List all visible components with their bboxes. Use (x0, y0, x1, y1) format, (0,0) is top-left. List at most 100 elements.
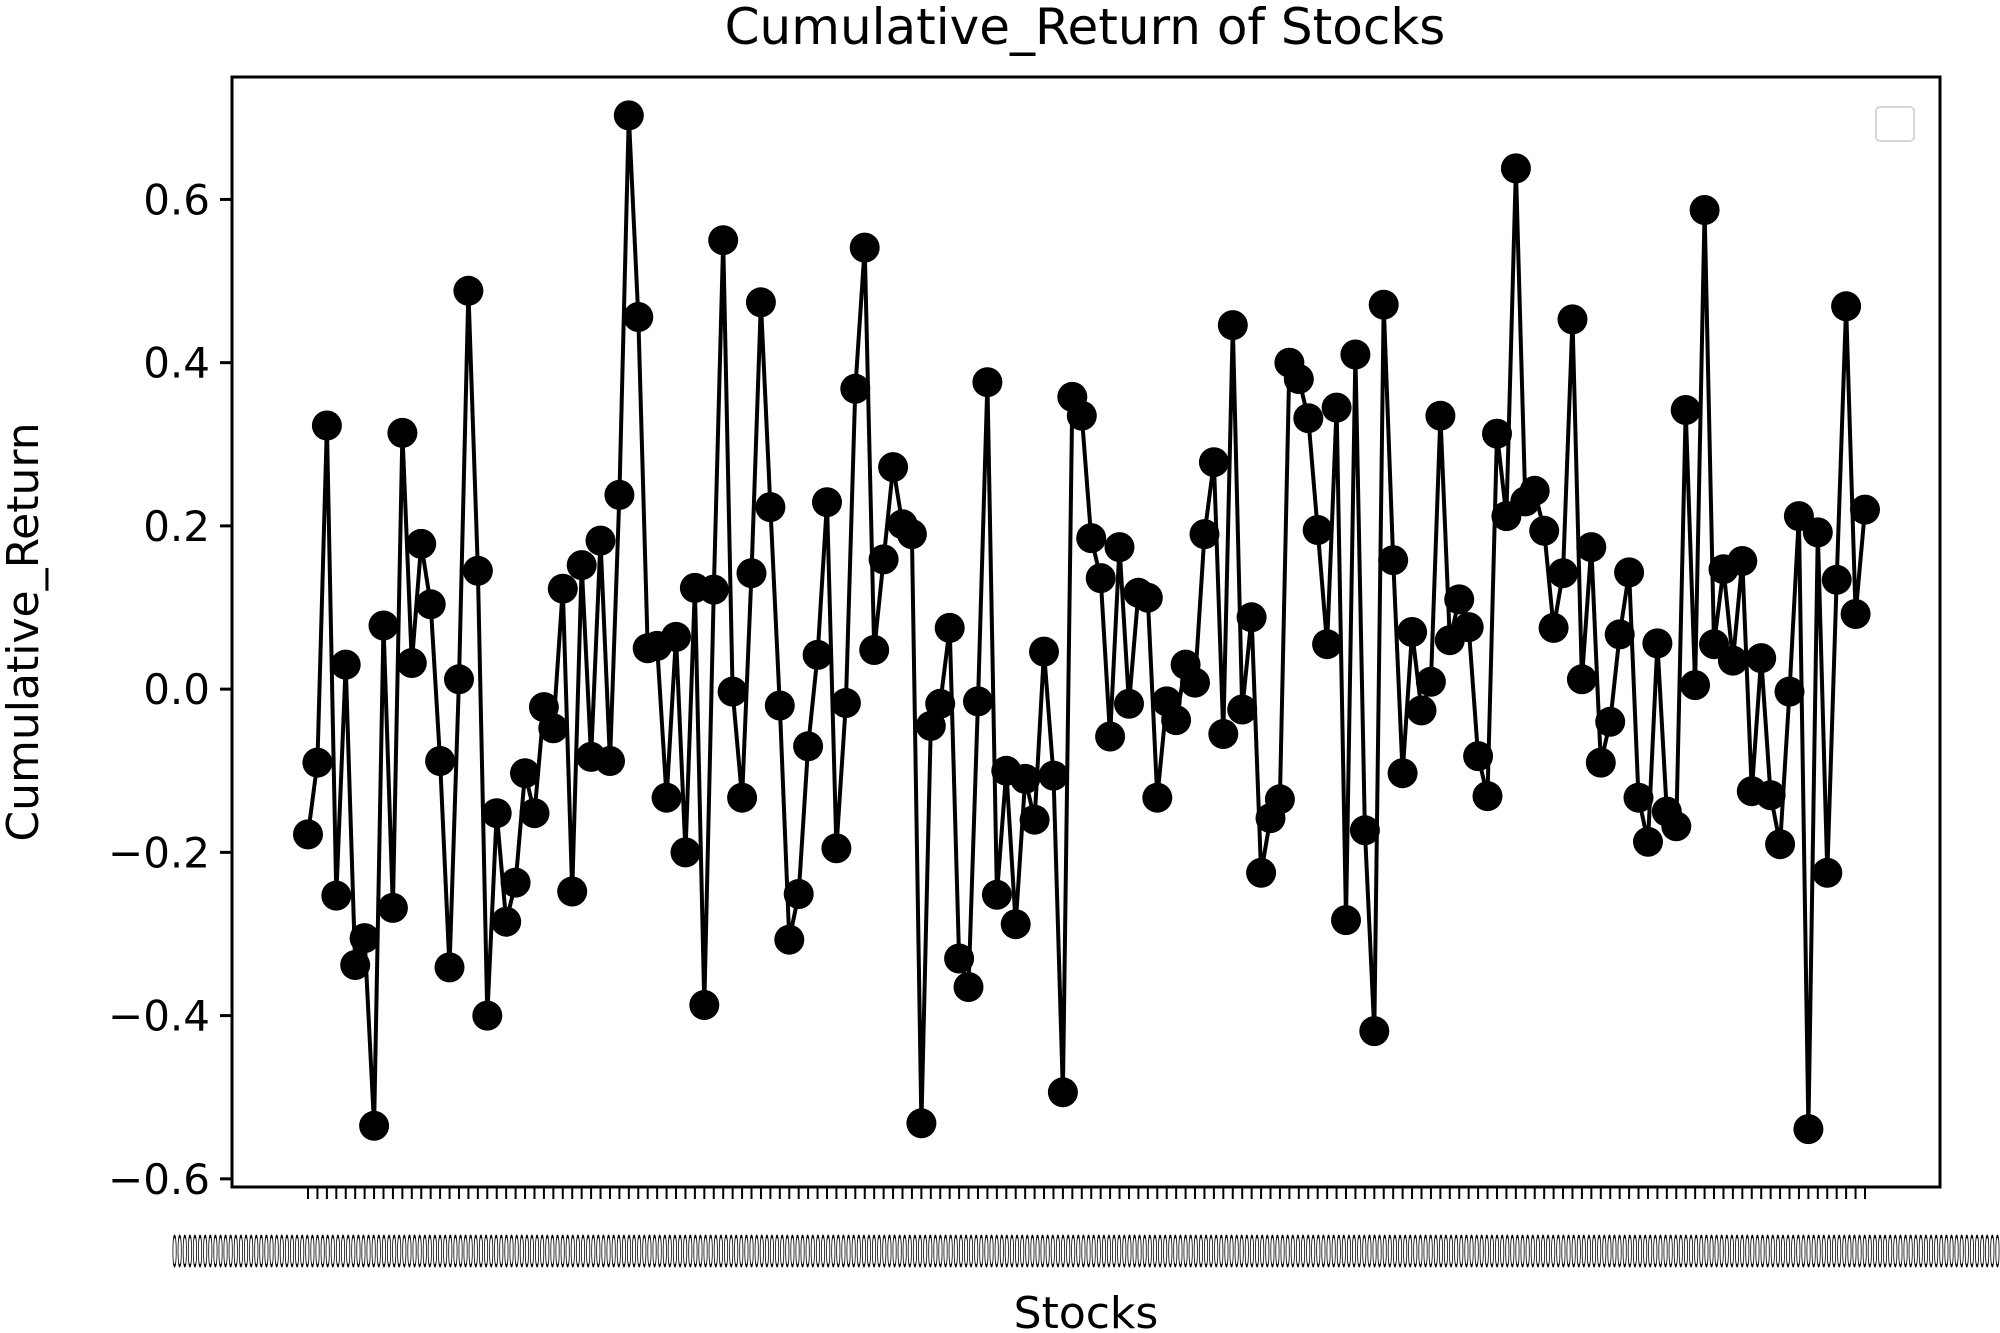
data-point (1019, 804, 1050, 835)
data-point (1132, 582, 1163, 613)
data-point (377, 892, 408, 923)
data-point (302, 747, 333, 778)
x-tick-labels: 0000000000000000000000000000000000000000… (172, 1227, 2000, 1278)
data-point (878, 452, 909, 483)
data-point (1850, 494, 1880, 525)
data-point (849, 232, 880, 263)
data-point (1463, 741, 1494, 772)
data-point (1472, 781, 1503, 812)
data-point (1227, 694, 1258, 725)
data-point (745, 287, 776, 318)
data-point (1576, 532, 1607, 563)
data-point (1246, 857, 1277, 888)
x-axis-label: Stocks (1014, 1288, 1159, 1333)
data-point (1802, 517, 1833, 548)
y-tick-label: 0.2 (143, 502, 210, 551)
data-point (425, 746, 456, 776)
data-point (1623, 782, 1654, 813)
data-point (1500, 153, 1531, 184)
data-point (1614, 557, 1645, 588)
data-point (1633, 826, 1663, 857)
data-point (793, 731, 824, 762)
data-point (1727, 546, 1758, 576)
data-point (538, 713, 569, 744)
data-point (981, 879, 1012, 910)
data-point (1812, 857, 1843, 888)
data-point (1519, 475, 1550, 506)
data-point (462, 555, 493, 586)
data-point (359, 1110, 390, 1141)
data-point (1548, 558, 1578, 589)
data-point (944, 943, 975, 974)
data-point (1585, 747, 1616, 778)
data-point (340, 950, 371, 980)
data-point (783, 879, 814, 909)
data-point (1642, 628, 1673, 659)
data-point (1557, 304, 1588, 335)
data-point (1595, 706, 1626, 737)
data-point (1604, 619, 1635, 650)
data-point (1717, 645, 1748, 676)
data-point (1746, 643, 1777, 674)
data-point (963, 686, 993, 717)
data-point (859, 635, 890, 665)
data-point (311, 410, 342, 441)
data-point (500, 867, 531, 898)
data-point (585, 525, 616, 556)
data-point (330, 649, 361, 680)
data-point (661, 621, 691, 652)
data-point (1670, 395, 1701, 425)
y-tick-label: 0.4 (143, 339, 210, 388)
data-point (1821, 564, 1852, 595)
data-point (1302, 515, 1333, 545)
data-point (925, 688, 956, 719)
plot-frame (230, 75, 1942, 1189)
data-point (604, 479, 635, 510)
data-point (1755, 780, 1786, 811)
data-point (623, 302, 654, 332)
data-point (1340, 339, 1371, 370)
data-point (651, 782, 682, 813)
data-point (1142, 782, 1173, 813)
x-axis (307, 1187, 1866, 1199)
data-point (453, 275, 484, 306)
y-tick-label: −0.2 (108, 828, 210, 877)
data-point (896, 519, 927, 550)
data-point (368, 610, 399, 641)
data-point (1349, 815, 1380, 846)
y-tick-label: −0.6 (108, 1155, 210, 1204)
data-point (1368, 289, 1399, 320)
y-axis: −0.6 −0.4 −0.2 0.0 0.2 0.4 0.6 (108, 175, 232, 1204)
data-point (1010, 763, 1041, 794)
y-axis-label: Cumulative_Return (0, 422, 49, 841)
data-point (1406, 695, 1437, 726)
data-point (1680, 670, 1711, 701)
data-point (698, 574, 729, 605)
data-point (566, 550, 597, 581)
data-point (1217, 310, 1248, 341)
data-point (557, 876, 588, 907)
data-point (1774, 676, 1805, 707)
series-line (306, 113, 1867, 1132)
chart-title: Cumulative_Return of Stocks (725, 0, 1446, 56)
data-point (972, 367, 1003, 398)
data-point (1689, 195, 1720, 225)
legend-box (1875, 106, 1915, 142)
data-point (830, 688, 861, 718)
data-point (472, 1000, 503, 1031)
data-point (1038, 760, 1069, 791)
data-point (764, 690, 795, 721)
data-point (840, 373, 871, 404)
data-point (1085, 563, 1116, 594)
data-point (396, 648, 427, 678)
data-point (510, 758, 540, 789)
data-point (1312, 629, 1343, 660)
data-point (1208, 719, 1239, 749)
data-point (1359, 1016, 1390, 1047)
data-point (1283, 364, 1314, 394)
y-tick-label: 0.0 (143, 665, 210, 714)
data-point (953, 972, 984, 1002)
data-point (708, 225, 739, 256)
data-point (1000, 909, 1031, 940)
